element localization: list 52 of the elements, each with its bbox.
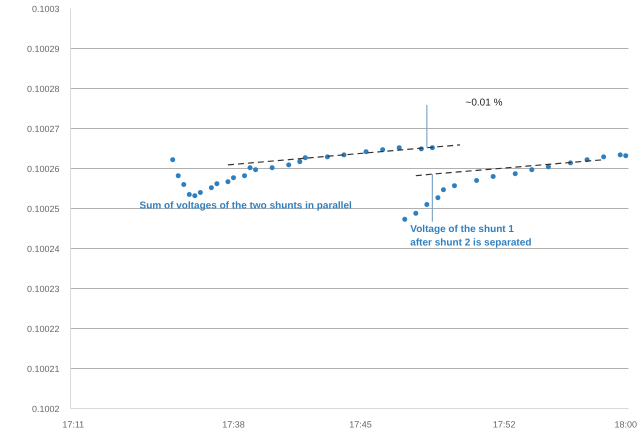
point [452,183,457,188]
y-tick-label: 0.1003 [32,4,60,14]
point [546,164,551,170]
x-tick-label: 17:11 [62,420,84,430]
point [529,167,534,172]
point [490,174,496,179]
point [286,162,292,168]
point [248,165,253,170]
point [601,154,606,160]
text: Sum of voltages of the two shunts in parallel [140,200,352,212]
y-tick-label: 0.10026 [26,164,60,174]
y-tick-label: 0.10021 [26,364,60,374]
series-label: Voltage of the shunt 1 after shunt 2 is separated [410,224,532,248]
y-tick-label: 0.10025 [26,204,60,214]
point [297,159,302,164]
point [198,190,203,195]
point [435,195,440,200]
point [474,178,480,183]
x-tick-label: 17:52 [492,420,516,430]
point [623,153,628,158]
point [440,187,446,192]
point [424,202,430,207]
y-tick-label: 0.10027 [26,124,60,134]
x-tick-label: 17:45 [349,420,372,430]
point [396,145,402,150]
point [402,216,408,222]
point [364,149,369,154]
y-tick-label: 0.10024 [26,244,60,254]
point [170,157,176,162]
annotation: ~0.01 % [466,98,503,108]
point [176,173,181,178]
point [512,171,518,176]
point [208,185,214,190]
point [192,193,198,198]
x-tick-label: 17:38 [222,420,245,430]
point [270,165,275,170]
point [186,192,192,197]
y-tick-label: 0.1002 [32,404,60,414]
point [230,175,236,180]
point [181,182,186,187]
point [413,210,418,216]
point [302,155,308,160]
point [214,181,220,186]
y-tick-label: 0.10028 [26,84,60,94]
y-tick-label: 0.10022 [26,324,60,334]
point [618,152,623,158]
y-tick-label: 0.10029 [26,44,60,54]
y-tick-label: 0.10023 [26,284,60,294]
point [253,167,258,172]
point [242,173,248,178]
point [225,179,230,184]
x-tick-label: 18:00 [614,420,638,430]
